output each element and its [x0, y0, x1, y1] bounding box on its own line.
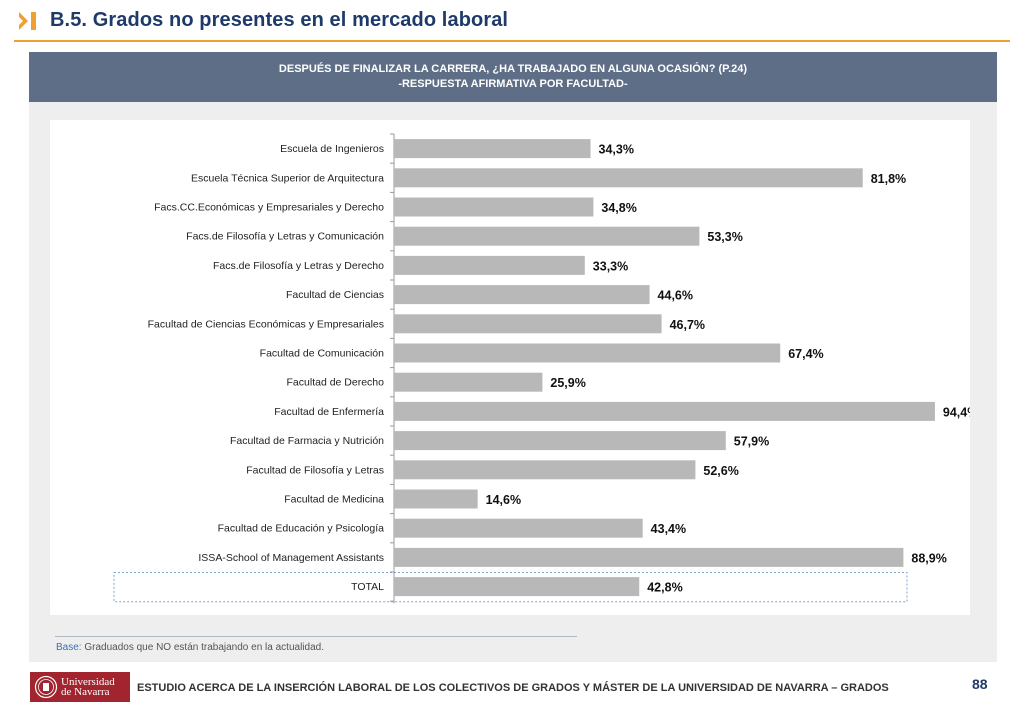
data-label: 53,3%: [707, 230, 742, 244]
base-divider: [55, 636, 577, 637]
category-label: Escuela Técnica Superior de Arquitectura: [191, 172, 384, 184]
data-label: 44,6%: [658, 289, 693, 303]
category-label: Facultad de Ciencias Económicas y Empres…: [148, 318, 384, 330]
base-text: Graduados que NO están trabajando en la …: [84, 642, 324, 653]
base-label: Base:: [56, 642, 82, 653]
category-label: Facs.de Filosofía y Letras y Comunicació…: [186, 231, 384, 243]
bar: [394, 489, 478, 509]
chart-question-banner: DESPUÉS DE FINALIZAR LA CARRERA, ¿HA TRA…: [29, 52, 997, 102]
category-label: Facultad de Enfermería: [274, 406, 384, 418]
header-divider: [14, 40, 1010, 42]
bar: [394, 401, 935, 421]
bar: [394, 460, 696, 480]
logo-line2: de Navarra: [61, 686, 110, 698]
category-label: Facultad de Derecho: [287, 377, 385, 389]
category-label: Facultad de Ciencias: [286, 289, 384, 301]
logo-line1: Universidad: [61, 676, 115, 688]
page-title: B.5. Grados no presentes en el mercado l…: [50, 9, 509, 31]
chart-question-line2: -RESPUESTA AFIRMATIVA POR FACULTAD-: [398, 78, 628, 90]
chart-plot-area: Escuela de Ingenieros 34,3% Escuela Técnic…: [50, 120, 970, 615]
data-label: 25,9%: [550, 376, 585, 390]
bar: [394, 372, 543, 392]
bar: [394, 255, 585, 275]
data-label: 34,8%: [601, 201, 636, 215]
data-label: 33,3%: [593, 259, 628, 273]
bar: [394, 197, 594, 217]
bar: [394, 431, 726, 451]
category-label: Facultad de Educación y Psicología: [218, 523, 385, 535]
university-seal-icon: [34, 675, 58, 699]
data-label: 57,9%: [734, 435, 769, 449]
page-header: B.5. Grados no presentes en el mercado l…: [0, 0, 1024, 44]
bar: [394, 343, 781, 363]
category-label: Facultad de Comunicación: [260, 348, 384, 360]
category-label: ISSA-School of Management Assistants: [198, 552, 384, 564]
category-label: Facs.de Filosofía y Letras y Derecho: [213, 260, 384, 272]
category-label: Escuela de Ingenieros: [280, 143, 384, 155]
bar: [394, 226, 700, 246]
logo-text: Universidad de Navarra: [61, 676, 115, 698]
bar: [394, 285, 650, 305]
footer-text: ESTUDIO ACERCA DE LA INSERCIÓN LABORAL D…: [137, 682, 889, 694]
chart-question-line1: DESPUÉS DE FINALIZAR LA CARRERA, ¿HA TRA…: [278, 63, 748, 75]
data-label: 14,6%: [486, 493, 521, 507]
bar: [394, 314, 662, 334]
category-label: TOTAL: [351, 581, 384, 593]
total-highlight-box: [113, 572, 908, 603]
university-logo: Universidad de Navarra: [30, 672, 130, 702]
category-label: Facs.CC.Económicas y Empresariales y Der…: [154, 202, 384, 214]
category-label: Facultad de Filosofía y Letras: [246, 464, 384, 476]
bar: [394, 518, 643, 538]
data-label: 52,6%: [703, 464, 738, 478]
bar: [394, 547, 904, 567]
chevron-bar-icon: [19, 12, 36, 30]
data-label: 67,4%: [788, 347, 823, 361]
data-label: 81,8%: [871, 172, 906, 186]
bar: [394, 139, 591, 159]
data-label: 46,7%: [670, 318, 705, 332]
data-label: 94,4%: [943, 405, 970, 419]
bar: [394, 577, 640, 597]
data-label: 43,4%: [651, 522, 686, 536]
page-number: 88: [972, 676, 988, 692]
data-label: 88,9%: [911, 551, 946, 565]
bar: [394, 168, 863, 188]
data-label: 34,3%: [599, 143, 634, 157]
category-label: Facultad de Medicina: [284, 494, 384, 506]
bar-chart: Escuela de Ingenieros 34,3% Escuela Técnic…: [113, 133, 970, 604]
data-label: 42,8%: [647, 581, 682, 595]
base-note: Base: Graduados que NO están trabajando …: [56, 642, 324, 653]
category-label: Facultad de Farmacia y Nutrición: [230, 435, 384, 447]
